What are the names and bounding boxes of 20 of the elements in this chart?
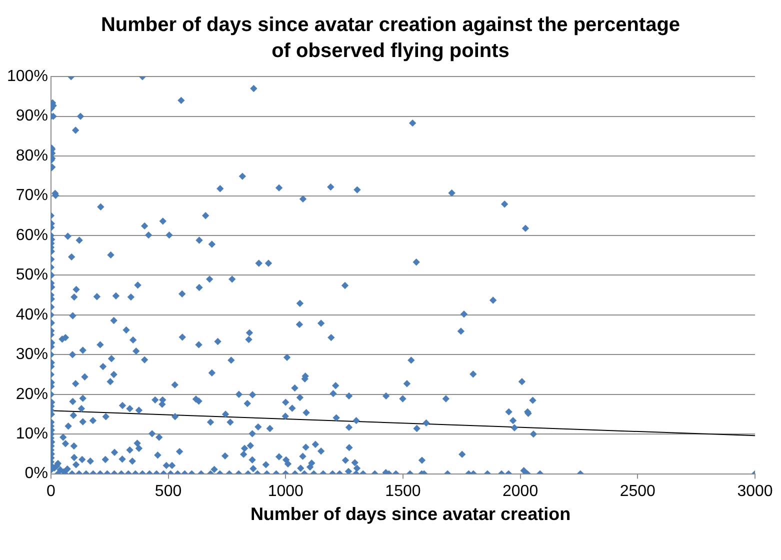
x-tick-label: 2500	[620, 482, 656, 500]
y-tick-label: 100%	[7, 68, 48, 86]
y-tick-label: 20%	[16, 386, 48, 403]
x-axis-title: Number of days since avatar creation	[249, 504, 572, 525]
y-tick-label: 30%	[16, 346, 48, 364]
y-tick-label: 40%	[16, 306, 48, 324]
y-tick-label: 50%	[16, 266, 48, 284]
y-tick-label: 10%	[16, 425, 48, 442]
x-tick-label: 2000	[502, 482, 538, 500]
y-tick-label: 60%	[16, 226, 48, 244]
y-tick-label: 80%	[16, 147, 48, 164]
x-tick-label: 3000	[737, 482, 773, 500]
y-tick-label: 70%	[16, 187, 48, 204]
x-tick-label: 1500	[385, 482, 421, 500]
y-tick-label: 90%	[16, 108, 48, 125]
x-tick-label: 0	[46, 482, 56, 500]
y-tick-label: 0%	[24, 465, 48, 482]
x-tick-label: 500	[154, 482, 182, 500]
x-tick-label: 1000	[268, 482, 304, 500]
chart-title: Number of days since avatar creation against the percentage of observed flying points	[100, 13, 682, 64]
